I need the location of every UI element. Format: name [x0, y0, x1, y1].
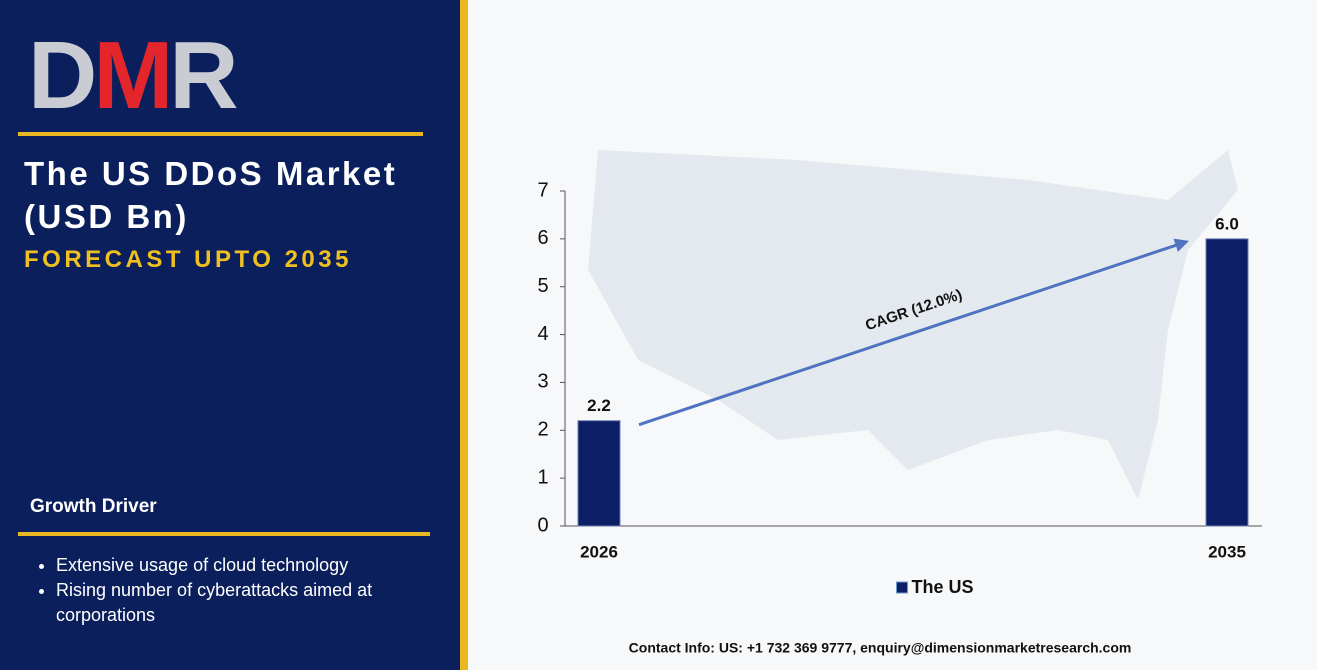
bullet: Rising number of cyberattacks aimed at c…	[56, 578, 416, 628]
title: (USD Bn)	[24, 198, 189, 235]
subtitle: FORECAST UPTO 2035	[24, 246, 352, 273]
logo-letter: M	[93, 22, 173, 129]
bar	[577, 420, 621, 527]
y-tick-label: 3	[537, 371, 548, 393]
growth-heading: Growth Driver	[30, 496, 157, 517]
x-tick-label: 2035	[1208, 542, 1246, 561]
arrow-head	[1173, 238, 1189, 252]
y-tick-label: 7	[537, 179, 548, 201]
logo-letter: D	[28, 22, 97, 129]
cagr-arrow	[638, 242, 1180, 427]
y-tick-label: 2	[537, 419, 548, 441]
y-tick-label: 4	[537, 323, 548, 345]
title: The US DDoS Market	[24, 155, 398, 192]
y-tick-label: 6	[537, 227, 548, 249]
map-shape	[588, 150, 1238, 500]
value-label: 6.0	[1215, 214, 1239, 233]
y-tick-label: 1	[537, 466, 548, 488]
y-tick-label: 5	[537, 275, 548, 297]
divider	[18, 132, 423, 136]
logo: DMR	[28, 28, 239, 124]
bar	[1205, 238, 1249, 527]
legend-label: The US	[912, 577, 974, 597]
logo-letter: R	[169, 22, 238, 129]
bullet-list: Extensive usage of cloud technology Risi…	[26, 553, 416, 628]
divider	[18, 532, 430, 536]
y-tick-label: 0	[537, 514, 548, 536]
stripe	[460, 0, 468, 670]
legend-swatch	[896, 581, 908, 594]
x-tick-label: 2026	[580, 542, 618, 561]
value-label: 2.2	[587, 396, 611, 415]
chart: Contact Info: US: +1 732 369 9777, enqui…	[537, 150, 1262, 656]
left-panel: DMR The US DDoS Market (USD Bn) FORECAST…	[0, 0, 460, 670]
contact: Contact Info: US: +1 732 369 9777, enqui…	[629, 640, 1132, 656]
bullet: Extensive usage of cloud technology	[56, 553, 416, 578]
